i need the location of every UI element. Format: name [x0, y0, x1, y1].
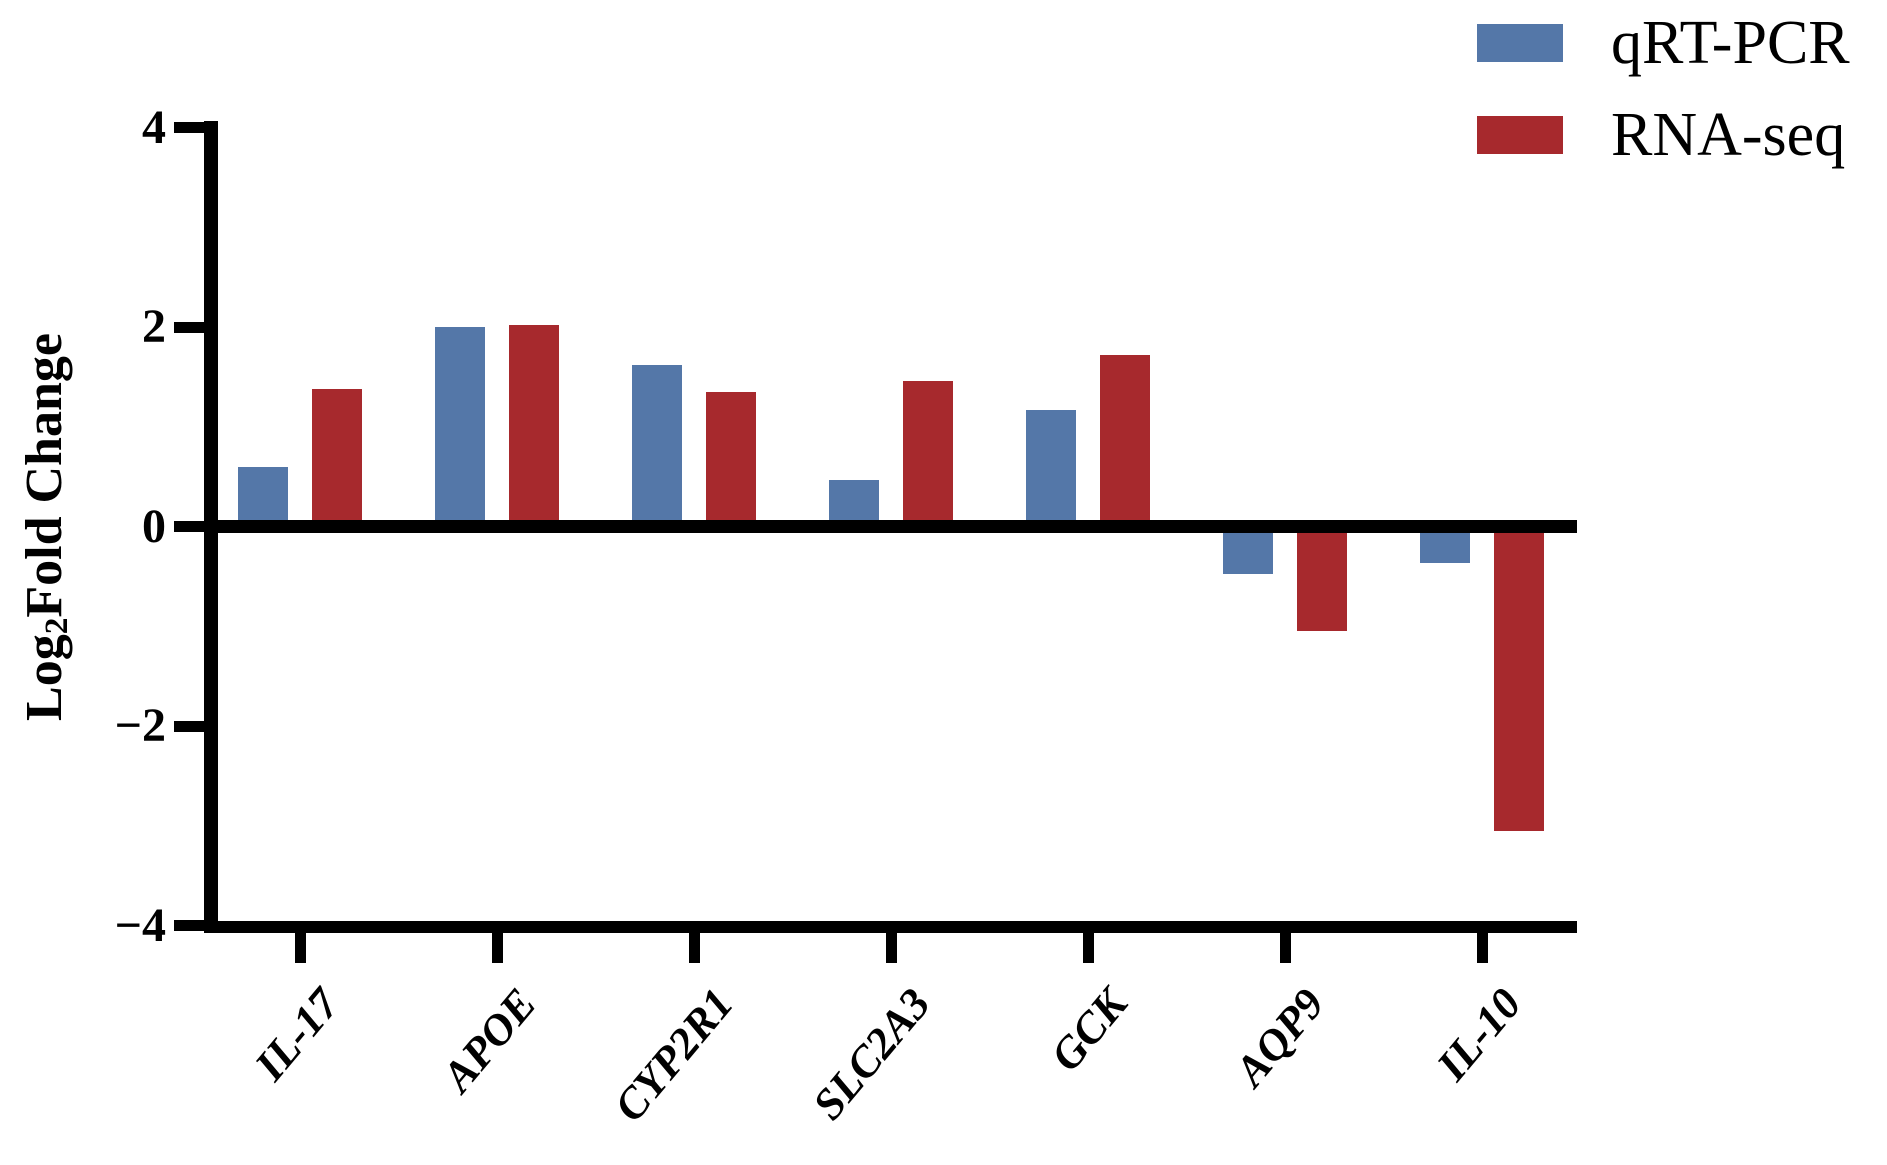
x-axis-spine	[204, 921, 1577, 933]
bar-rna-seq-slc2a3	[903, 380, 953, 527]
legend-label-qrt-pcr: qRT-PCR	[1611, 9, 1850, 77]
y-tick	[174, 920, 204, 931]
y-tick-label: −4	[114, 898, 166, 952]
bar-rna-seq-il-10	[1494, 526, 1544, 831]
x-tick	[1082, 933, 1094, 963]
x-tick	[491, 933, 503, 963]
zero-line	[204, 520, 1577, 533]
y-axis-title-suffix: Fold Change	[16, 333, 73, 618]
legend: qRT-PCR RNA-seq	[1477, 9, 1850, 169]
bar-qrt-pcr-gck	[1026, 409, 1076, 527]
bar-qrt-pcr-il-17	[238, 466, 288, 527]
y-axis-title-prefix: Log	[16, 634, 73, 721]
legend-swatch-rna-seq	[1477, 116, 1563, 154]
bar-rna-seq-gck	[1100, 354, 1150, 527]
x-tick	[688, 933, 700, 963]
x-category-label-il-17: IL-17	[245, 979, 349, 1090]
legend-swatch-qrt-pcr	[1477, 24, 1563, 62]
x-tick	[1476, 933, 1488, 963]
bar-qrt-pcr-apoe	[435, 327, 485, 527]
x-tick	[885, 933, 897, 963]
bar-qrt-pcr-aqp9	[1223, 526, 1273, 575]
y-tick-label: −2	[114, 699, 166, 752]
bar-rna-seq-il-17	[312, 388, 362, 527]
y-tick-label: 4	[142, 100, 166, 154]
bar-rna-seq-aqp9	[1297, 526, 1347, 632]
legend-label-rna-seq: RNA-seq	[1611, 101, 1846, 169]
bar-rna-seq-cyp2r1	[706, 391, 756, 527]
bar-qrt-pcr-slc2a3	[829, 479, 879, 527]
bar-qrt-pcr-cyp2r1	[632, 364, 682, 527]
legend-entry-rna-seq: RNA-seq	[1477, 101, 1850, 169]
y-tick	[174, 720, 204, 732]
legend-entry-qrt-pcr: qRT-PCR	[1477, 9, 1850, 77]
y-axis-title-subscript: 2	[37, 617, 75, 635]
x-tick	[1279, 933, 1291, 963]
y-tick	[174, 122, 204, 133]
y-tick-label: 2	[142, 300, 166, 353]
x-tick	[294, 933, 306, 963]
y-tick-label: 0	[142, 499, 166, 553]
y-axis-title: Log2Fold Change	[16, 333, 75, 721]
bar-rna-seq-apoe	[509, 325, 559, 527]
y-tick	[174, 321, 204, 333]
y-tick	[174, 521, 204, 532]
